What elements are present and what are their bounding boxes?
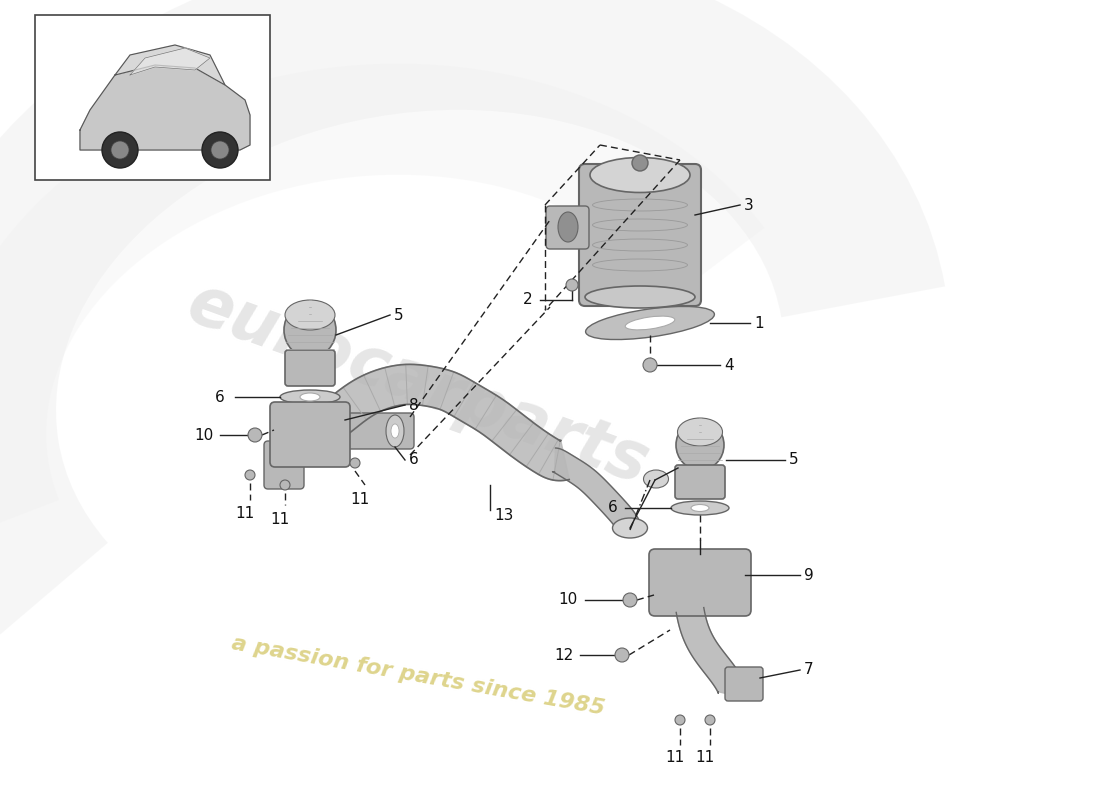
FancyBboxPatch shape [341, 413, 414, 449]
Ellipse shape [558, 212, 578, 242]
Ellipse shape [613, 518, 648, 538]
Ellipse shape [280, 390, 340, 404]
Text: 6: 6 [216, 390, 225, 405]
Text: 10: 10 [559, 593, 578, 607]
Text: 3: 3 [744, 198, 754, 213]
Bar [35, 15, 270, 180]
Circle shape [102, 132, 138, 168]
Ellipse shape [390, 424, 399, 438]
Circle shape [675, 715, 685, 725]
Text: 11: 11 [235, 506, 254, 522]
FancyBboxPatch shape [285, 350, 336, 386]
Text: 11: 11 [695, 750, 715, 766]
Text: 2: 2 [522, 293, 532, 307]
Circle shape [615, 648, 629, 662]
Ellipse shape [386, 415, 404, 447]
Circle shape [705, 715, 715, 725]
FancyBboxPatch shape [649, 549, 751, 616]
FancyBboxPatch shape [546, 206, 589, 249]
Text: 7: 7 [804, 662, 814, 678]
Circle shape [350, 458, 360, 468]
Text: 4: 4 [724, 358, 734, 373]
FancyBboxPatch shape [264, 441, 304, 489]
FancyBboxPatch shape [270, 402, 350, 467]
Circle shape [211, 141, 229, 159]
Text: 12: 12 [554, 647, 574, 662]
Circle shape [245, 470, 255, 480]
Text: 5: 5 [394, 307, 404, 322]
Polygon shape [80, 65, 250, 150]
Ellipse shape [625, 316, 674, 330]
Ellipse shape [678, 418, 723, 446]
Ellipse shape [284, 302, 336, 358]
Text: 5: 5 [789, 453, 799, 467]
Ellipse shape [300, 393, 320, 401]
Polygon shape [309, 364, 569, 481]
Text: 6: 6 [409, 453, 419, 467]
Ellipse shape [590, 158, 690, 193]
Ellipse shape [585, 306, 714, 339]
Circle shape [111, 141, 129, 159]
Text: 9: 9 [804, 567, 814, 582]
Circle shape [202, 132, 238, 168]
Text: 1: 1 [754, 315, 763, 330]
Circle shape [566, 279, 578, 291]
Text: eurocarparts: eurocarparts [178, 270, 658, 498]
Text: 11: 11 [666, 750, 684, 766]
FancyBboxPatch shape [675, 465, 725, 499]
Text: 6: 6 [608, 501, 618, 515]
Circle shape [248, 428, 262, 442]
Ellipse shape [644, 470, 669, 488]
Text: 11: 11 [271, 511, 289, 526]
FancyBboxPatch shape [579, 164, 701, 306]
Circle shape [632, 155, 648, 171]
Circle shape [280, 480, 290, 490]
Polygon shape [116, 45, 226, 85]
Ellipse shape [691, 505, 710, 511]
Ellipse shape [676, 420, 724, 470]
Ellipse shape [585, 286, 695, 308]
Text: 13: 13 [494, 507, 514, 522]
Polygon shape [552, 448, 641, 534]
Text: 10: 10 [195, 427, 214, 442]
Circle shape [623, 593, 637, 607]
Text: 11: 11 [351, 491, 370, 506]
Ellipse shape [671, 501, 729, 515]
Circle shape [644, 358, 657, 372]
Polygon shape [676, 607, 746, 698]
Ellipse shape [285, 300, 336, 330]
Text: 8: 8 [409, 398, 419, 413]
Text: a passion for parts since 1985: a passion for parts since 1985 [230, 634, 606, 718]
FancyBboxPatch shape [725, 667, 763, 701]
Polygon shape [130, 48, 210, 75]
